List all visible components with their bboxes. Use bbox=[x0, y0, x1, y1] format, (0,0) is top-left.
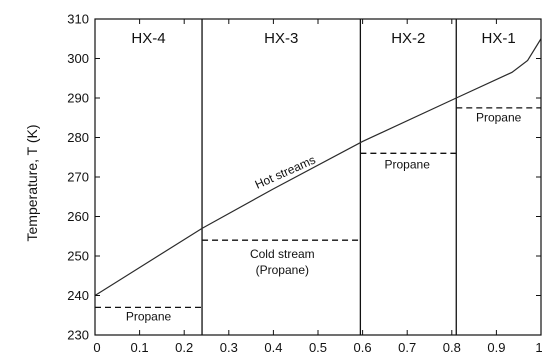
x-tick-label: 0 bbox=[93, 340, 100, 355]
x-tick-label: 0.8 bbox=[443, 340, 461, 355]
x-tick-label: 0.4 bbox=[264, 340, 282, 355]
y-tick-label: 280 bbox=[67, 130, 89, 145]
y-axis-label: Temperature, T (K) bbox=[24, 125, 40, 242]
region-label-hx-3: HX-3 bbox=[264, 30, 298, 47]
axes bbox=[94, 18, 542, 336]
x-tick-label: 0.6 bbox=[354, 340, 372, 355]
y-tick-label: 310 bbox=[67, 12, 89, 27]
region-label-hx-2: HX-2 bbox=[391, 30, 425, 47]
x-tick-label: 0.3 bbox=[220, 340, 238, 355]
hx-dividers bbox=[201, 19, 457, 335]
y-tick-label: 230 bbox=[67, 328, 89, 343]
hot-streams-label: Hot streams bbox=[253, 153, 318, 192]
hot-stream-layer bbox=[94, 38, 542, 297]
region-label-hx-1: HX-1 bbox=[482, 30, 516, 47]
y-tick-label: 250 bbox=[67, 249, 89, 264]
y-tick-label: 290 bbox=[67, 91, 89, 106]
annotation-label: Cold stream bbox=[250, 247, 315, 261]
y-tick-label: 240 bbox=[67, 288, 89, 303]
cold-streams bbox=[95, 107, 541, 309]
plot-frame bbox=[94, 18, 542, 336]
x-tick-label: 0.7 bbox=[398, 340, 416, 355]
x-tick-label: 1 bbox=[535, 340, 542, 355]
chart-labels: 0 0.1 0.2 0.3 0.4 0.5 0.6 0.7 0.8 0.9 1 230 240 250 26… bbox=[67, 12, 542, 356]
x-tick-label: 0.1 bbox=[131, 340, 149, 355]
y-tick-label: 260 bbox=[67, 209, 89, 224]
y-tick-label: 270 bbox=[67, 170, 89, 185]
hot-stream-line bbox=[94, 38, 542, 297]
annotation-label: Propane bbox=[385, 158, 431, 172]
x-tick-label: 0.9 bbox=[487, 340, 505, 355]
annotation-label: Propane bbox=[126, 309, 172, 323]
annotation-label: Propane bbox=[476, 111, 522, 125]
x-tick-label: 0.2 bbox=[175, 340, 193, 355]
y-tick-label: 300 bbox=[67, 51, 89, 66]
region-label-hx-4: HX-4 bbox=[131, 30, 165, 47]
x-tick-label: 0.5 bbox=[309, 340, 327, 355]
annotation-label: (Propane) bbox=[256, 263, 309, 277]
